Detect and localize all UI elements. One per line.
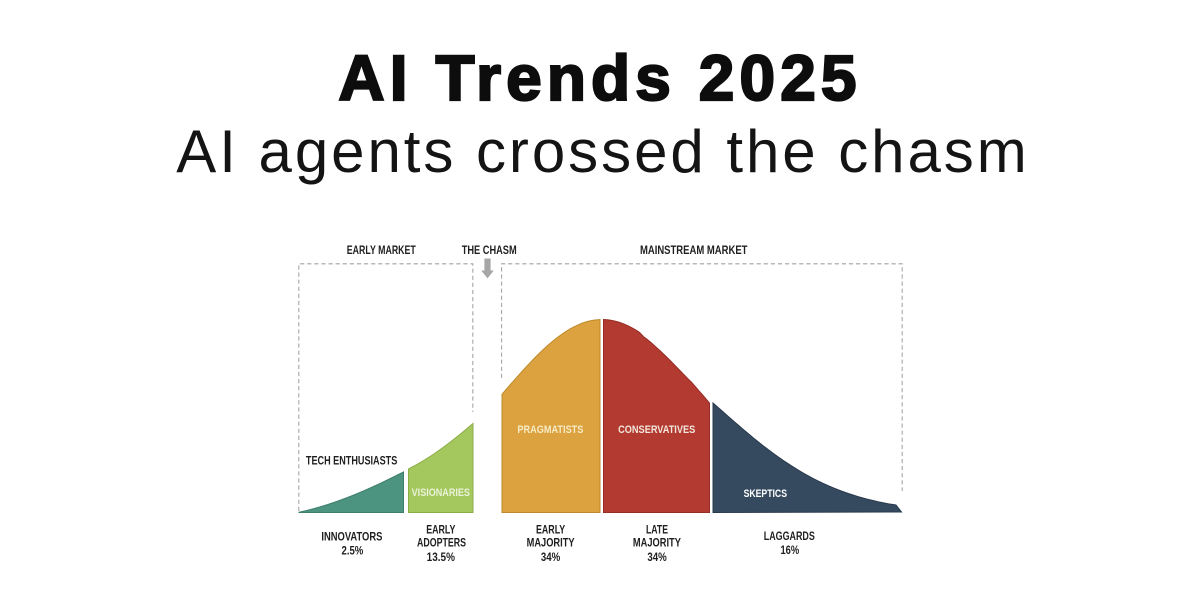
svg-text:SKEPTICS: SKEPTICS bbox=[744, 488, 787, 500]
svg-text:2.5%: 2.5% bbox=[342, 546, 364, 558]
svg-text:34%: 34% bbox=[647, 552, 666, 564]
svg-text:MAJORITY: MAJORITY bbox=[527, 537, 575, 549]
svg-text:MAINSTREAM MARKET: MAINSTREAM MARKET bbox=[640, 245, 748, 257]
svg-text:TECH ENTHUSIASTS: TECH ENTHUSIASTS bbox=[306, 456, 398, 468]
svg-text:LATE: LATE bbox=[646, 525, 668, 537]
svg-text:ADOPTERS: ADOPTERS bbox=[417, 537, 466, 549]
svg-text:EARLY MARKET: EARLY MARKET bbox=[347, 245, 416, 257]
svg-text:34%: 34% bbox=[541, 552, 560, 564]
svg-text:EARLY: EARLY bbox=[426, 525, 455, 537]
svg-text:THE CHASM: THE CHASM bbox=[462, 245, 517, 257]
svg-text:MAJORITY: MAJORITY bbox=[633, 537, 681, 549]
svg-text:16%: 16% bbox=[780, 545, 799, 557]
svg-text:PRAGMATISTS: PRAGMATISTS bbox=[517, 424, 583, 436]
svg-text:VISIONARIES: VISIONARIES bbox=[412, 487, 470, 499]
svg-text:13.5%: 13.5% bbox=[427, 552, 455, 564]
svg-text:CONSERVATIVES: CONSERVATIVES bbox=[618, 424, 695, 436]
svg-text:INNOVATORS: INNOVATORS bbox=[321, 532, 382, 544]
svg-text:LAGGARDS: LAGGARDS bbox=[764, 531, 815, 543]
svg-text:EARLY: EARLY bbox=[536, 525, 565, 537]
